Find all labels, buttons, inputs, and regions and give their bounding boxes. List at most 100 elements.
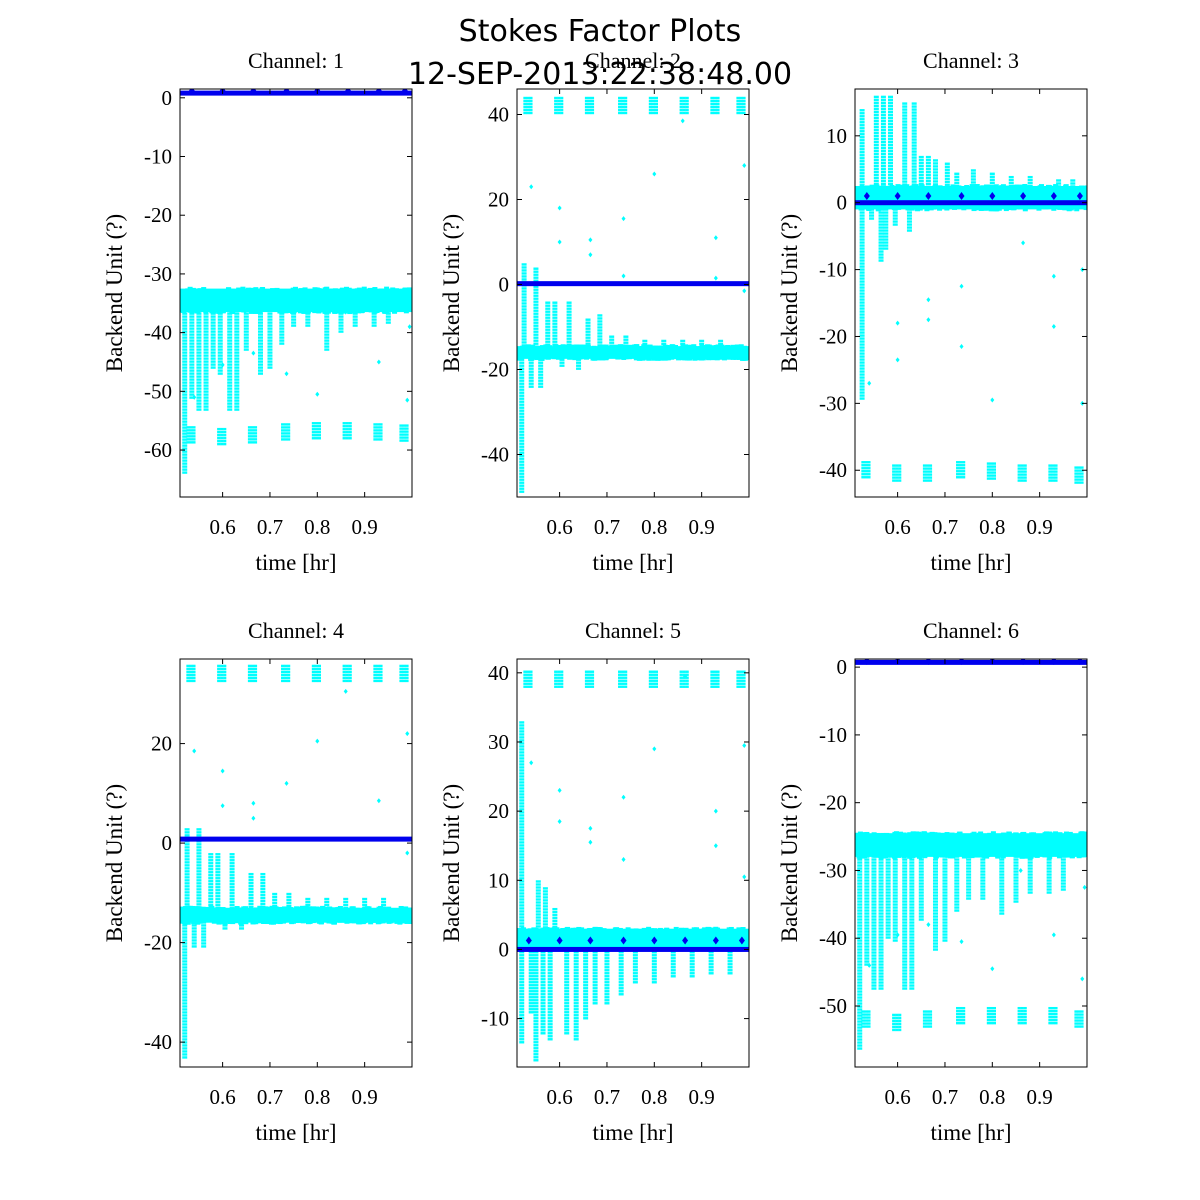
spike-point xyxy=(182,357,188,360)
spike-point xyxy=(925,185,931,189)
spike-point xyxy=(210,324,216,327)
cluster-point xyxy=(189,432,193,435)
spike-point xyxy=(1027,184,1033,188)
cluster-point xyxy=(186,667,190,671)
spike-point xyxy=(182,951,188,954)
spike-point xyxy=(227,363,233,366)
spike-point xyxy=(661,345,667,349)
spike-point xyxy=(267,306,273,309)
cluster-point xyxy=(376,667,380,671)
spike-point xyxy=(911,150,917,153)
cluster-point xyxy=(348,670,352,674)
cluster-point xyxy=(217,430,221,434)
cluster-point xyxy=(223,442,227,446)
cluster-point xyxy=(1077,475,1081,478)
cluster-point xyxy=(861,473,865,476)
cluster-point xyxy=(311,431,316,434)
cluster-point xyxy=(992,465,997,468)
spike-point xyxy=(859,241,865,244)
spike-point xyxy=(869,214,875,217)
cluster-point xyxy=(399,670,403,674)
spike-point xyxy=(257,366,263,369)
spike-point xyxy=(215,853,221,856)
spike-point xyxy=(1008,175,1014,179)
cluster-point xyxy=(376,423,380,426)
cluster-point xyxy=(373,426,377,429)
cluster-point xyxy=(621,96,625,100)
spike-point xyxy=(291,318,297,321)
spike-point xyxy=(184,867,190,870)
outlier-point xyxy=(895,320,900,326)
cluster-point xyxy=(867,461,871,464)
spike-point xyxy=(196,393,202,396)
cluster-point xyxy=(247,667,252,671)
spike-point xyxy=(208,886,214,889)
spike-point xyxy=(902,168,908,171)
spike-point xyxy=(521,290,527,293)
spike-point xyxy=(566,325,572,328)
spike-point xyxy=(267,309,273,312)
spike-point xyxy=(533,306,539,309)
spike-point xyxy=(243,321,249,324)
cluster-point xyxy=(311,673,316,677)
spike-point xyxy=(873,110,879,114)
spike-point xyxy=(182,441,188,444)
spike-point xyxy=(385,321,391,324)
cluster-point xyxy=(864,473,868,476)
spike-point xyxy=(217,336,223,339)
spike-point xyxy=(880,146,886,150)
spike-point xyxy=(859,352,865,355)
cluster-point xyxy=(189,441,193,444)
spike-point xyxy=(182,972,188,975)
spike-point xyxy=(182,387,188,390)
spike-point xyxy=(880,104,886,108)
cluster-point xyxy=(679,108,683,112)
spike-point xyxy=(184,900,190,903)
spike-point xyxy=(888,137,894,141)
spike-point xyxy=(878,232,884,235)
spike-point xyxy=(519,469,525,472)
x-tick-label: 0.8 xyxy=(979,515,1005,539)
cluster-point xyxy=(186,676,190,680)
outlier-point xyxy=(557,205,562,211)
spike-point xyxy=(191,918,197,921)
spike-point xyxy=(215,892,221,895)
spike-point xyxy=(533,273,539,276)
cluster-point xyxy=(861,476,865,479)
y-tick-label: 0 xyxy=(837,191,848,215)
spike-point xyxy=(208,877,214,880)
cluster-point xyxy=(654,108,659,112)
cluster-point xyxy=(526,111,530,115)
spike-point xyxy=(203,306,209,309)
cluster-point xyxy=(1020,473,1024,476)
spike-point xyxy=(196,327,202,330)
spike-point xyxy=(878,259,884,262)
spike-point xyxy=(182,948,188,951)
cluster-point xyxy=(895,479,899,482)
cluster-point xyxy=(679,111,683,115)
cluster-point xyxy=(736,102,740,106)
cluster-point xyxy=(250,429,255,432)
cluster-point xyxy=(523,96,527,100)
cluster-point xyxy=(861,467,865,470)
spike-point xyxy=(545,319,551,322)
cluster-point xyxy=(189,438,193,441)
spike-point xyxy=(1056,179,1062,182)
cluster-point xyxy=(618,108,622,112)
spike-point xyxy=(859,172,865,175)
spike-point xyxy=(533,291,539,294)
cluster-point xyxy=(376,438,380,441)
cluster-point xyxy=(405,433,409,436)
spike-point xyxy=(217,333,223,336)
cluster-point xyxy=(1051,470,1055,473)
spike-point xyxy=(279,318,285,321)
spike-point xyxy=(210,363,216,366)
spike-point xyxy=(859,271,865,274)
spike-point xyxy=(623,350,629,353)
spike-point xyxy=(184,894,190,897)
spike-point xyxy=(338,327,344,330)
spike-point xyxy=(859,394,865,397)
spike-point xyxy=(182,408,188,411)
cluster-point xyxy=(898,473,902,476)
spike-point xyxy=(545,328,551,331)
